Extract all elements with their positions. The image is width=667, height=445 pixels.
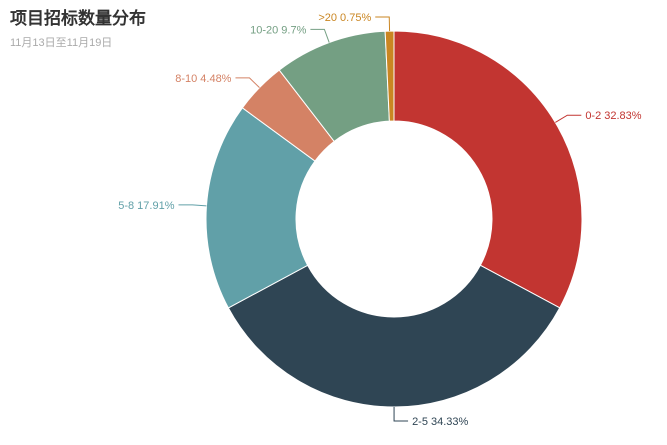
chart-title: 项目招标数量分布 <box>10 9 146 28</box>
slice-5-8[interactable] <box>205 107 316 309</box>
slice-2-5[interactable] <box>227 264 561 408</box>
data-label-8-10: 8-10 4.48% <box>175 73 231 85</box>
data-label-gt20: >20 0.75% <box>318 12 371 24</box>
data-label-2-5: 2-5 34.33% <box>412 416 468 428</box>
chart-subtitle: 11月13日至11月19日 <box>10 37 113 49</box>
leader-line-10-20 <box>310 28 330 43</box>
data-label-10-20: 10-20 9.7% <box>250 24 306 36</box>
leader-line-0-2 <box>555 114 582 123</box>
labels-layer: 0-2 32.83% 2-5 34.33% 5-8 17.91% 8-10 4.48%… <box>118 12 642 428</box>
slices-layer <box>205 30 583 408</box>
leader-line-gt20 <box>375 16 391 32</box>
leader-line-5-8 <box>178 204 207 207</box>
leader-line-8-10 <box>235 77 260 89</box>
data-label-0-2: 0-2 32.83% <box>585 110 641 122</box>
data-label-5-8: 5-8 17.91% <box>118 200 174 212</box>
slice-0-2[interactable] <box>393 30 583 309</box>
leader-line-2-5 <box>393 406 409 422</box>
slice-gt20[interactable] <box>384 30 395 122</box>
